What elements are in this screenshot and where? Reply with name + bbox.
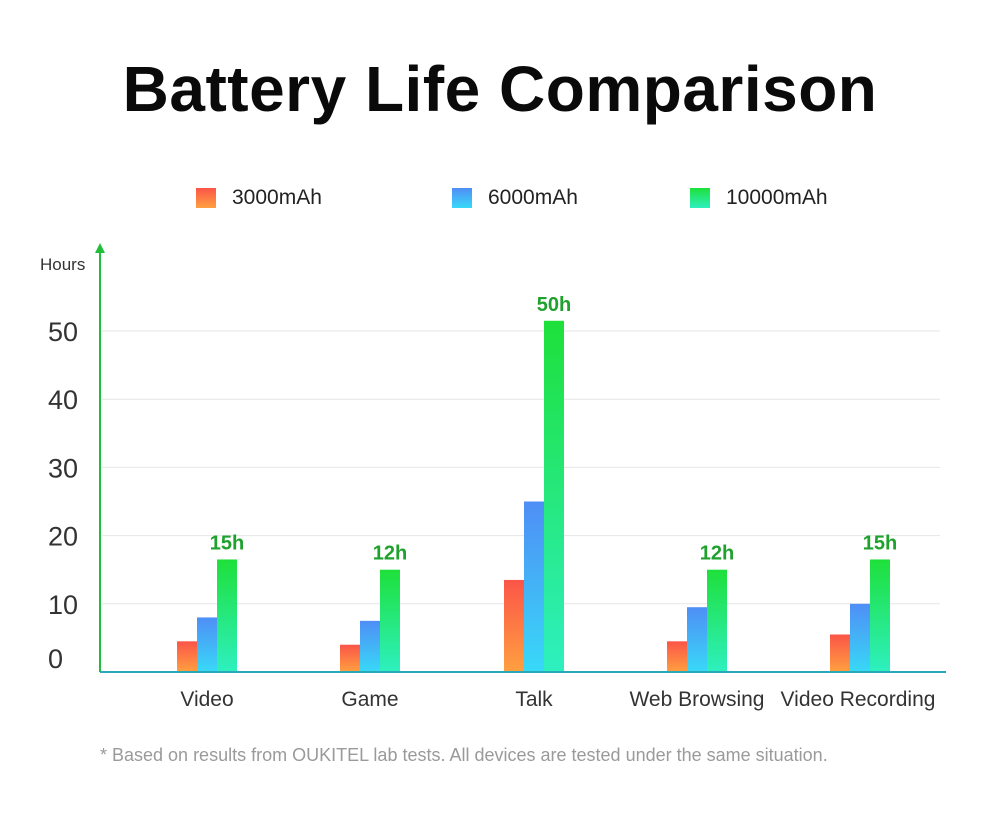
y-tick-label: 0 (48, 644, 63, 674)
y-tick-label: 40 (48, 385, 78, 415)
bar-10000mah-video (217, 559, 237, 672)
bar-10000mah-game (380, 569, 400, 672)
legend-item-3000mah: 3000mAh (196, 186, 322, 210)
chart-title: Battery Life Comparison (122, 53, 878, 125)
bar-10000mah-web-browsing (707, 569, 727, 672)
value-label: 15h (210, 532, 244, 554)
footnote: * Based on results from OUKITEL lab test… (100, 745, 828, 765)
legend-swatch-3000mah (196, 188, 216, 208)
x-tick-label: Video Recording (781, 688, 936, 711)
y-tick-label: 50 (48, 317, 78, 347)
bar-6000mah-video (197, 617, 217, 672)
legend-label-6000mah: 6000mAh (488, 186, 578, 209)
value-label: 50h (537, 294, 571, 316)
y-axis-arrow (95, 243, 105, 253)
legend-item-10000mah: 10000mAh (690, 186, 828, 210)
value-label: 12h (373, 543, 407, 565)
x-tick-label: Web Browsing (629, 688, 764, 711)
value-label: 15h (863, 532, 897, 554)
x-tick-label: Game (341, 688, 398, 711)
bar-3000mah-video (177, 641, 197, 672)
y-tick-label: 10 (48, 590, 78, 620)
bar-6000mah-talk (524, 501, 544, 672)
bar-3000mah-game (340, 644, 360, 672)
x-tick-label: Video (180, 688, 233, 711)
bar-10000mah-video-recording (870, 559, 890, 672)
bar-3000mah-web-browsing (667, 641, 687, 672)
legend-swatch-10000mah (690, 188, 710, 208)
bar-6000mah-video-recording (850, 603, 870, 672)
legend-label-10000mah: 10000mAh (726, 186, 828, 209)
bar-3000mah-talk (504, 579, 524, 672)
y-tick-label: 20 (48, 522, 78, 552)
legend-item-6000mah: 6000mAh (452, 186, 578, 210)
bar-3000mah-video-recording (830, 634, 850, 672)
legend-label-3000mah: 3000mAh (232, 186, 322, 209)
value-label: 12h (700, 543, 734, 565)
y-tick-label: 30 (48, 453, 78, 483)
bar-10000mah-talk (544, 320, 564, 672)
bar-6000mah-game (360, 620, 380, 672)
legend-swatch-6000mah (452, 188, 472, 208)
bar-6000mah-web-browsing (687, 607, 707, 672)
x-tick-label: Talk (515, 688, 553, 711)
y-axis-unit-label: Hours (40, 255, 85, 274)
